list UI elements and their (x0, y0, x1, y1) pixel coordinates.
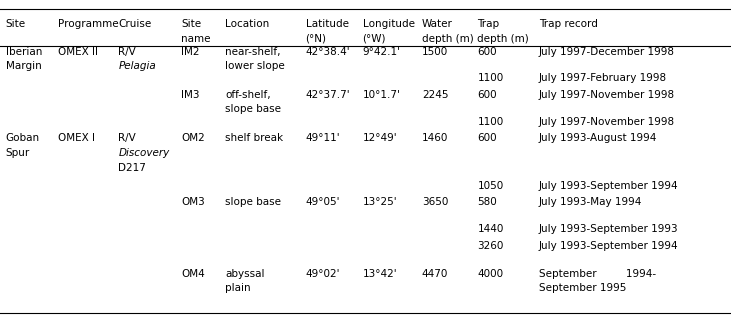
Text: 9°42.1': 9°42.1' (363, 47, 401, 57)
Text: off-shelf,: off-shelf, (225, 90, 270, 100)
Text: Trap record: Trap record (539, 19, 598, 29)
Text: 42°38.4': 42°38.4' (306, 47, 350, 57)
Text: IM3: IM3 (181, 90, 200, 100)
Text: lower slope: lower slope (225, 61, 285, 71)
Text: July 1997-November 1998: July 1997-November 1998 (539, 117, 675, 127)
Text: IM2: IM2 (181, 47, 200, 57)
Text: shelf break: shelf break (225, 133, 284, 143)
Text: 1100: 1100 (477, 73, 504, 83)
Text: 49°02': 49°02' (306, 269, 340, 279)
Text: July 1997-February 1998: July 1997-February 1998 (539, 73, 667, 83)
Text: July 1993-May 1994: July 1993-May 1994 (539, 197, 642, 207)
Text: 49°05': 49°05' (306, 197, 340, 207)
Text: depth (m): depth (m) (422, 34, 474, 44)
Text: name: name (181, 34, 211, 44)
Text: Latitude: Latitude (306, 19, 349, 29)
Text: near-shelf,: near-shelf, (225, 47, 281, 57)
Text: Trap: Trap (477, 19, 499, 29)
Text: Programme: Programme (58, 19, 119, 29)
Text: Location: Location (225, 19, 270, 29)
Text: 42°37.7': 42°37.7' (306, 90, 350, 100)
Text: R/V: R/V (118, 47, 136, 57)
Text: 1500: 1500 (422, 47, 448, 57)
Text: abyssal: abyssal (225, 269, 265, 279)
Text: Longitude: Longitude (363, 19, 414, 29)
Text: 13°25': 13°25' (363, 197, 397, 207)
Text: Goban: Goban (6, 133, 40, 143)
Text: (°W): (°W) (363, 34, 386, 44)
Text: Water: Water (422, 19, 452, 29)
Text: 49°11': 49°11' (306, 133, 340, 143)
Text: OM3: OM3 (181, 197, 205, 207)
Text: 13°42': 13°42' (363, 269, 397, 279)
Text: plain: plain (225, 283, 251, 293)
Text: 2245: 2245 (422, 90, 448, 100)
Text: (°N): (°N) (306, 34, 327, 44)
Text: Iberian: Iberian (6, 47, 42, 57)
Text: 1440: 1440 (477, 224, 504, 234)
Text: 600: 600 (477, 47, 497, 57)
Text: R/V: R/V (118, 133, 136, 143)
Text: Site: Site (6, 19, 26, 29)
Text: 4470: 4470 (422, 269, 448, 279)
Text: D217: D217 (118, 163, 146, 173)
Text: OM4: OM4 (181, 269, 205, 279)
Text: July 1993-September 1994: July 1993-September 1994 (539, 241, 678, 251)
Text: 3650: 3650 (422, 197, 448, 207)
Text: 12°49': 12°49' (363, 133, 397, 143)
Text: September 1995: September 1995 (539, 283, 626, 293)
Text: Site: Site (181, 19, 202, 29)
Text: 1100: 1100 (477, 117, 504, 127)
Text: Discovery: Discovery (118, 148, 170, 158)
Text: July 1997-November 1998: July 1997-November 1998 (539, 90, 675, 100)
Text: 1050: 1050 (477, 181, 504, 191)
Text: July 1997-December 1998: July 1997-December 1998 (539, 47, 675, 57)
Text: 1460: 1460 (422, 133, 448, 143)
Text: OMEX I: OMEX I (58, 133, 96, 143)
Text: OMEX II: OMEX II (58, 47, 99, 57)
Text: 10°1.7': 10°1.7' (363, 90, 401, 100)
Text: July 1993-September 1994: July 1993-September 1994 (539, 181, 678, 191)
Text: Margin: Margin (6, 61, 42, 71)
Text: July 1993-September 1993: July 1993-September 1993 (539, 224, 678, 234)
Text: 600: 600 (477, 90, 497, 100)
Text: slope base: slope base (225, 197, 281, 207)
Text: Spur: Spur (6, 148, 30, 158)
Text: September         1994-: September 1994- (539, 269, 656, 279)
Text: Pelagia: Pelagia (118, 61, 156, 71)
Text: 3260: 3260 (477, 241, 504, 251)
Text: July 1993-August 1994: July 1993-August 1994 (539, 133, 657, 143)
Text: 4000: 4000 (477, 269, 504, 279)
Text: 580: 580 (477, 197, 497, 207)
Text: Cruise: Cruise (118, 19, 151, 29)
Text: slope base: slope base (225, 104, 281, 114)
Text: 600: 600 (477, 133, 497, 143)
Text: depth (m): depth (m) (477, 34, 529, 44)
Text: OM2: OM2 (181, 133, 205, 143)
